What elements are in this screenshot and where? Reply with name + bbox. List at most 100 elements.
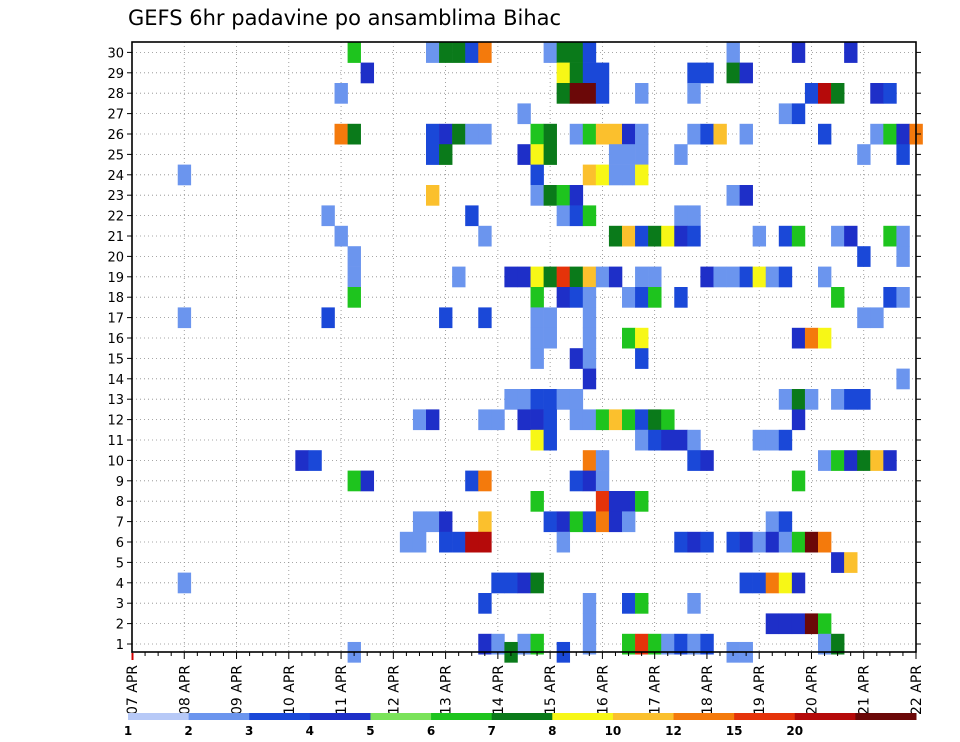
heatmap-cell xyxy=(896,287,910,308)
heatmap-cell xyxy=(308,450,322,471)
heatmap-cell xyxy=(844,552,858,573)
heatmap-cell xyxy=(674,633,688,655)
heatmap-cell xyxy=(569,42,584,63)
heatmap-cell xyxy=(595,123,610,145)
legend-color-swatch xyxy=(188,713,250,720)
y-tick-label: 2 xyxy=(116,618,124,633)
legend-label: 5 xyxy=(366,724,374,738)
heatmap-cell xyxy=(478,409,492,431)
heatmap-cell xyxy=(687,62,701,84)
heatmap-cell xyxy=(818,327,832,349)
heatmap-cell xyxy=(622,327,636,349)
x-tick-label: 18 APR xyxy=(700,665,716,715)
heatmap-cell xyxy=(818,83,832,104)
heatmap-cell xyxy=(700,531,714,553)
heatmap-cell xyxy=(608,409,623,431)
heatmap-cell xyxy=(439,307,453,329)
heatmap-cell xyxy=(687,429,701,451)
heatmap-cell xyxy=(791,409,806,431)
heatmap-cell xyxy=(804,613,819,635)
heatmap-cell xyxy=(295,450,309,471)
heatmap-cell xyxy=(504,572,518,594)
heatmap-cell xyxy=(569,287,584,308)
y-tick-label: 8 xyxy=(116,495,124,510)
legend-label: 2 xyxy=(184,724,192,738)
heatmap-cell xyxy=(582,613,597,635)
heatmap-cell xyxy=(530,389,544,410)
y-tick-label: 11 xyxy=(107,434,124,449)
heatmap-cell xyxy=(765,572,780,594)
heatmap-cell xyxy=(857,307,871,329)
heatmap-cell xyxy=(530,491,544,512)
heatmap-cell xyxy=(569,62,584,84)
heatmap-cell xyxy=(439,123,453,145)
heatmap-cell xyxy=(713,266,727,288)
heatmap-cell xyxy=(530,144,544,165)
heatmap-cell xyxy=(635,144,649,165)
heatmap-cell xyxy=(883,287,897,308)
heatmap-cell xyxy=(517,572,531,594)
heatmap-cell xyxy=(177,307,192,329)
legend-color-swatch xyxy=(309,713,371,720)
y-tick-label: 21 xyxy=(107,230,124,245)
heatmap-cell xyxy=(635,491,649,512)
heatmap-cell xyxy=(439,144,453,165)
heatmap-cell xyxy=(530,633,544,655)
heatmap-cell xyxy=(517,409,531,431)
heatmap-cell xyxy=(818,123,832,145)
heatmap-cell xyxy=(360,470,375,492)
heatmap-cell xyxy=(804,83,819,104)
heatmap-cell xyxy=(608,511,623,533)
heatmap-cell xyxy=(622,409,636,431)
heatmap-cell xyxy=(543,185,557,206)
heatmap-cell xyxy=(622,287,636,308)
heatmap-cell xyxy=(752,266,767,288)
heatmap-cell xyxy=(648,287,662,308)
heatmap-cell xyxy=(818,531,832,553)
heatmap-cell xyxy=(635,633,649,655)
heatmap-cell xyxy=(556,531,571,553)
heatmap-cell xyxy=(687,123,701,145)
y-tick-label: 29 xyxy=(107,67,124,82)
heatmap-cell xyxy=(543,409,557,431)
heatmap-cell xyxy=(700,62,714,84)
heatmap-cell xyxy=(491,633,505,655)
legend-label: 15 xyxy=(726,724,743,738)
heatmap-cell xyxy=(635,266,649,288)
heatmap-cell xyxy=(778,613,793,635)
heatmap-cell xyxy=(635,348,649,369)
heatmap-cell xyxy=(595,409,610,431)
heatmap-cell xyxy=(530,164,544,186)
heatmap-cell xyxy=(700,266,714,288)
x-tick-label: 21 APR xyxy=(857,665,873,715)
y-tick-label: 30 xyxy=(107,46,124,61)
heatmap-cell xyxy=(582,307,597,329)
heatmap-cell xyxy=(426,42,440,63)
heatmap-cell xyxy=(347,287,361,308)
heatmap-cell xyxy=(674,429,688,451)
heatmap-cell xyxy=(857,389,871,410)
heatmap-cell xyxy=(530,287,544,308)
heatmap-cell xyxy=(530,266,544,288)
heatmap-cell xyxy=(582,164,597,186)
heatmap-cell xyxy=(791,389,806,410)
heatmap-cell xyxy=(870,307,884,329)
heatmap-cell xyxy=(582,123,597,145)
heatmap-cell xyxy=(635,225,649,247)
heatmap-cell xyxy=(556,185,571,206)
heatmap-cell xyxy=(517,633,531,655)
heatmap-cell xyxy=(622,511,636,533)
heatmap-cell xyxy=(687,225,701,247)
y-tick-label: 22 xyxy=(107,210,124,225)
heatmap-cell xyxy=(818,266,832,288)
legend-color-swatch xyxy=(612,713,675,720)
chart-title: GEFS 6hr padavine po ansamblima Bihac xyxy=(128,6,562,30)
heatmap-cell xyxy=(622,491,636,512)
heatmap-cell xyxy=(739,123,753,145)
heatmap-cell xyxy=(635,83,649,104)
heatmap-cell xyxy=(791,531,806,553)
heatmap-cell xyxy=(713,123,727,145)
heatmap-cell xyxy=(739,185,753,206)
heatmap-cell xyxy=(857,144,871,165)
heatmap-cell xyxy=(543,266,557,288)
